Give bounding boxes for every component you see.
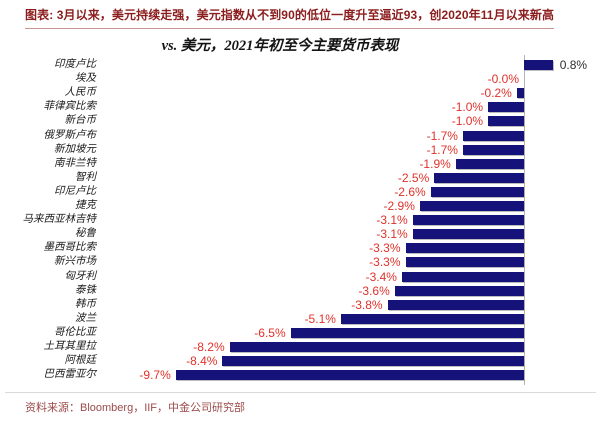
chart-row: 俄罗斯卢布 -1.7% [0, 129, 600, 143]
category-label: 哥伦比亚 [54, 326, 96, 338]
bar [412, 215, 524, 226]
value-label: -2.6% [394, 184, 426, 199]
bar [394, 285, 524, 296]
bar [405, 257, 524, 268]
chart-row: 印度卢比 0.8% [0, 58, 600, 72]
value-label: -1.7% [426, 128, 458, 143]
chart-row: 埃及 -0.0% [0, 72, 600, 86]
chart-row: 匈牙利 -3.4% [0, 270, 600, 284]
chart-row: 墨西哥比索 -3.3% [0, 241, 600, 255]
chart-row: 智利 -2.5% [0, 171, 600, 185]
bar [387, 299, 524, 310]
chart-row: 新兴市场 -3.3% [0, 255, 600, 269]
category-label: 马来西亚林吉特 [22, 214, 97, 226]
bar [524, 60, 553, 70]
value-label: -1.7% [426, 142, 458, 157]
value-label: -3.3% [369, 241, 401, 256]
value-label: -8.2% [193, 340, 225, 354]
header-note: 图表: 3月以来，美元持续走强，美元指数从不到90的低位一度升至逼近93，创20… [25, 6, 555, 29]
category-label: 新加坡元 [54, 143, 96, 155]
category-label: 秘鲁 [75, 228, 96, 240]
category-label: 墨西哥比索 [43, 242, 97, 254]
category-label: 匈牙利 [64, 270, 97, 282]
bar [340, 313, 524, 324]
bar [462, 130, 524, 141]
chart-row: 波兰 -5.1% [0, 312, 600, 326]
category-label: 泰铢 [75, 284, 96, 296]
category-label: 智利 [75, 171, 96, 183]
value-label: -9.7% [139, 368, 171, 383]
chart-row: 哥伦比亚 -6.5% [0, 326, 600, 340]
bar [229, 342, 524, 352]
value-label: -0.2% [480, 86, 512, 101]
category-label: 韩币 [75, 298, 96, 310]
chart-row: 印尼卢比 -2.6% [0, 185, 600, 199]
value-label: -3.3% [369, 255, 401, 270]
chart-row: 巴西雷亚尔 -9.7% [0, 368, 600, 382]
category-label: 巴西雷亚尔 [43, 369, 97, 381]
chart-row: 泰铢 -3.6% [0, 284, 600, 298]
footer-divider [5, 392, 596, 393]
value-label: -3.1% [376, 213, 408, 228]
value-label: -8.4% [186, 354, 218, 369]
chart-row: 阿根廷 -8.4% [0, 354, 600, 368]
chart-row: 南非兰特 -1.9% [0, 157, 600, 171]
bar-chart: 印度卢比 0.8% 埃及 -0.0% 人民币 -0.2% 菲律宾比索 -1.0% 新台币 -1.0… [0, 55, 600, 385]
chart-row: 捷克 -2.9% [0, 199, 600, 213]
value-label: -2.5% [397, 170, 430, 185]
chart-title: vs. 美元，2021年初至今主要货币表现 [161, 38, 399, 54]
category-label: 土耳其里拉 [43, 341, 97, 352]
category-label: 印度卢比 [54, 59, 96, 70]
category-label: 菲律宾比索 [43, 101, 97, 113]
value-label: -1.0% [451, 100, 484, 115]
value-label: -6.5% [254, 325, 286, 340]
chart-row: 新加坡元 -1.7% [0, 143, 600, 157]
bar [488, 116, 524, 127]
value-label: -0.0% [487, 72, 519, 87]
bar [222, 356, 524, 367]
category-label: 俄罗斯卢布 [43, 129, 97, 141]
category-label: 印尼卢比 [54, 185, 96, 197]
category-label: 新台币 [64, 115, 97, 127]
chart-row: 秘鲁 -3.1% [0, 227, 600, 241]
bar [405, 243, 524, 254]
value-label: -3.4% [365, 269, 397, 284]
category-label: 埃及 [75, 73, 96, 85]
bar [516, 88, 524, 99]
category-label: 新兴市场 [54, 256, 96, 268]
value-label: -3.6% [358, 283, 390, 298]
bar [455, 158, 524, 169]
category-label: 捷克 [75, 200, 96, 211]
bar [290, 327, 524, 338]
chart-row: 马来西亚林吉特 -3.1% [0, 213, 600, 227]
category-label: 南非兰特 [54, 157, 96, 169]
bar [419, 201, 524, 211]
bar [430, 186, 524, 197]
value-label: -1.0% [451, 114, 484, 129]
bar [175, 370, 524, 381]
source-note: 资料来源：Bloomberg，IIF，中金公司研究部 [25, 402, 246, 414]
chart-row: 土耳其里拉 -8.2% [0, 340, 600, 354]
bar [434, 172, 524, 183]
chart-row: 韩币 -3.8% [0, 298, 600, 312]
value-label: -3.1% [376, 227, 408, 242]
value-label: -1.9% [419, 156, 451, 171]
bar [401, 271, 524, 282]
zero-axis-line [524, 55, 525, 385]
bar [412, 229, 524, 240]
value-label: -5.1% [304, 311, 336, 326]
value-label: -3.8% [351, 297, 383, 312]
value-label: 0.8% [559, 58, 588, 72]
chart-row: 人民币 -0.2% [0, 86, 600, 100]
chart-row: 菲律宾比索 -1.0% [0, 100, 600, 114]
bar [462, 144, 524, 155]
value-label: -2.9% [383, 199, 415, 213]
category-label: 波兰 [75, 312, 96, 324]
category-label: 阿根廷 [64, 355, 97, 367]
category-label: 人民币 [64, 87, 97, 99]
bar [488, 102, 524, 113]
chart-row: 新台币 -1.0% [0, 114, 600, 128]
